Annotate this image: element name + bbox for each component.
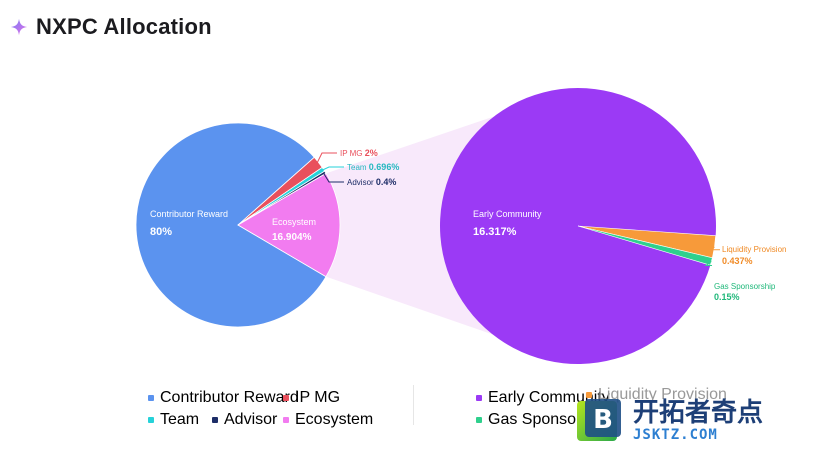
label-early-community: Early Community [473,209,542,219]
leader-line-team [321,166,344,171]
sparkle-icon [10,18,28,36]
legend-label: IP MG [295,389,341,406]
value-liquidity-provision: 0.437% [722,256,753,266]
legend-swatch [586,392,592,398]
pie-slice-contributor-reward [135,122,327,328]
label-ecosystem: Ecosystem [272,217,316,227]
legend-label: Contributor Reward [160,389,299,406]
value-contributor-reward: 80% [150,226,172,238]
legend-label: Advisor [224,411,278,428]
legend-swatch [148,417,154,423]
legend-item-ecosystem: Ecosystem [283,411,373,429]
watermark-cn-text: 开拓者奇点 [633,398,764,428]
legend-divider [413,385,414,425]
pie-slice-ecosystem [237,172,341,278]
label-team: Team 0.696% [347,162,399,172]
label-gas-sponsorship: Gas Sponsorship [714,282,776,291]
brand-logo-icon: B [577,399,621,441]
page-title: NXPC Allocation [36,14,212,39]
label-contributor-reward: Contributor Reward [150,209,228,219]
header: NXPC Allocation [10,14,212,40]
watermark-en-text: JSKTZ.COM [633,427,718,443]
leader-line-ip-mg [316,152,337,164]
legend-item-contributor-reward: Contributor Reward [148,389,299,407]
legend-label: Team [160,411,200,428]
watermark: B 开拓者奇点 JSKTZ.COM [575,395,800,447]
legend-item-ip-mg: IP MG [283,389,340,407]
leader-line-gas-sponsorship [704,261,712,267]
value-early-community: 16.317% [473,226,517,238]
value-ecosystem: 16.904% [272,232,312,243]
label-ip-mg: IP MG 2% [340,148,378,158]
svg-text:B: B [593,405,613,435]
legend-item-team: Team [148,411,199,429]
legend-label: Ecosystem [295,411,374,428]
label-advisor: Advisor 0.4% [347,177,396,187]
legend-swatch [283,417,289,423]
legend-swatch [148,395,154,401]
legend-swatch [476,417,482,423]
legend-label: Liquidity Provision [598,386,727,403]
legend-swatch [283,395,289,401]
label-liquidity-provision: Liquidity Provision [722,245,786,254]
value-gas-sponsorship: 0.15% [714,292,740,302]
leader-line-liquidity-provision [710,246,720,251]
legend-swatch [212,417,218,423]
legend-swatch [476,395,482,401]
legend-item-advisor: Advisor [212,411,277,429]
leader-line-advisor [323,173,344,183]
legend-item-liquidity-provision: Liquidity Provision [586,386,727,404]
